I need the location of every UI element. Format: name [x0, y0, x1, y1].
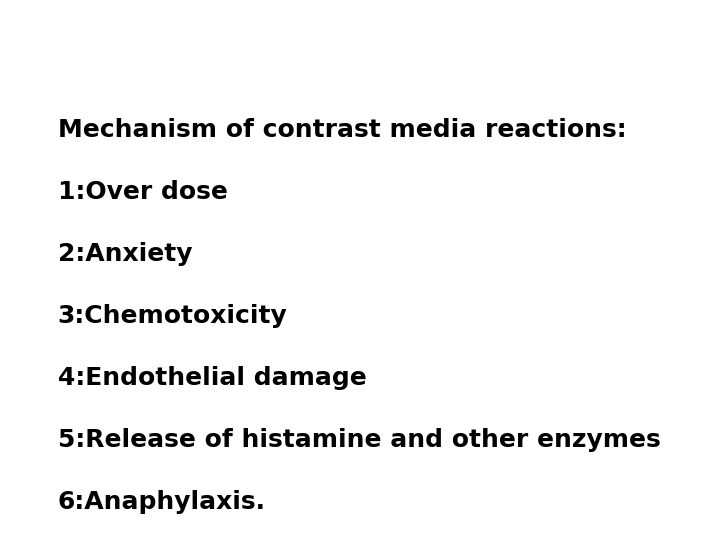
- Text: 3:Chemotoxicity: 3:Chemotoxicity: [58, 304, 287, 328]
- Text: 5:Release of histamine and other enzymes: 5:Release of histamine and other enzymes: [58, 428, 660, 452]
- Text: 6:Anaphylaxis.: 6:Anaphylaxis.: [58, 490, 266, 514]
- Text: Mechanism of contrast media reactions:: Mechanism of contrast media reactions:: [58, 118, 626, 141]
- Text: 4:Endothelial damage: 4:Endothelial damage: [58, 366, 366, 390]
- Text: 1:Over dose: 1:Over dose: [58, 180, 228, 204]
- Text: 2:Anxiety: 2:Anxiety: [58, 242, 192, 266]
